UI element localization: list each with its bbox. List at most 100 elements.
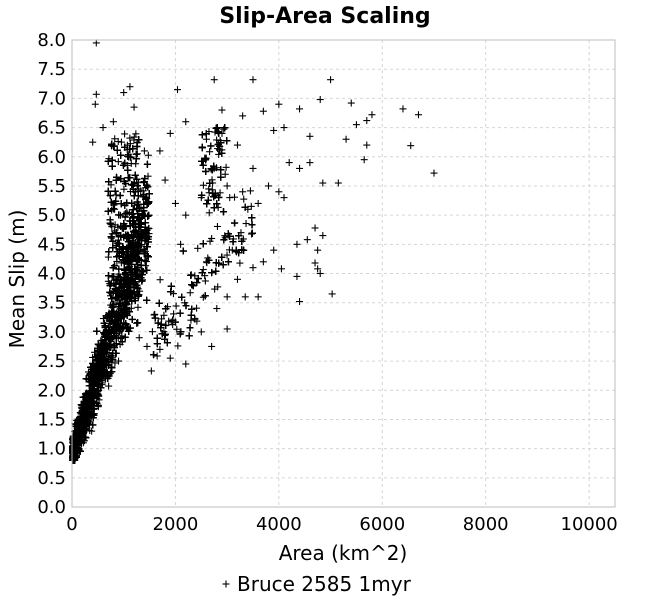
- data-points: [69, 39, 438, 464]
- data-point: [194, 244, 202, 252]
- data-point: [270, 126, 278, 134]
- data-point: [233, 275, 241, 283]
- data-point: [241, 293, 249, 301]
- data-point: [142, 258, 150, 266]
- data-point: [223, 325, 231, 333]
- data-point: [352, 121, 360, 129]
- data-point: [197, 328, 205, 336]
- data-point: [414, 111, 422, 119]
- chart-title: Slip-Area Scaling: [219, 4, 430, 29]
- data-point: [117, 138, 125, 146]
- data-point: [216, 189, 224, 197]
- data-point: [221, 170, 229, 178]
- data-point: [319, 232, 327, 240]
- data-point: [120, 185, 128, 193]
- data-point: [105, 382, 113, 390]
- data-point: [208, 342, 216, 350]
- data-point: [296, 164, 304, 172]
- data-point: [182, 211, 190, 219]
- data-point: [210, 76, 218, 84]
- data-point: [293, 240, 301, 248]
- data-point: [280, 194, 288, 202]
- data-point: [259, 258, 267, 266]
- data-point: [275, 188, 283, 196]
- data-point: [218, 106, 226, 114]
- data-point: [147, 367, 155, 375]
- data-point: [399, 105, 407, 113]
- data-point: [220, 125, 228, 133]
- data-point: [127, 160, 135, 168]
- data-point: [170, 310, 178, 318]
- data-point: [342, 135, 350, 143]
- data-point: [213, 305, 221, 313]
- data-point: [213, 222, 221, 230]
- data-point: [246, 187, 254, 195]
- data-point: [130, 103, 138, 111]
- data-point: [153, 352, 161, 360]
- data-point: [208, 176, 216, 184]
- data-point: [134, 303, 142, 311]
- data-point: [249, 164, 257, 172]
- data-point: [314, 265, 322, 273]
- data-point: [206, 148, 214, 156]
- data-point: [89, 138, 97, 146]
- data-point: [148, 328, 156, 336]
- data-point: [231, 193, 239, 201]
- data-point: [171, 199, 179, 207]
- data-point: [430, 169, 438, 177]
- data-point: [173, 86, 181, 94]
- data-point: [311, 224, 319, 232]
- data-point: [223, 251, 231, 259]
- data-point: [285, 159, 293, 167]
- data-point: [126, 134, 134, 142]
- data-point: [135, 334, 143, 342]
- data-point: [249, 264, 257, 272]
- data-point: [363, 117, 371, 125]
- data-point: [199, 293, 207, 301]
- data-point: [280, 124, 288, 132]
- data-point: [239, 112, 247, 120]
- data-point: [277, 265, 285, 273]
- data-point: [293, 272, 301, 280]
- data-point: [140, 147, 148, 155]
- data-point: [199, 181, 207, 189]
- data-point: [156, 345, 164, 353]
- data-point: [265, 182, 273, 190]
- data-point: [275, 100, 283, 108]
- data-point: [222, 163, 230, 171]
- data-point: [161, 176, 169, 184]
- data-point: [360, 156, 368, 164]
- data-point: [201, 277, 209, 285]
- data-point: [223, 182, 231, 190]
- data-point: [314, 246, 322, 254]
- data-point: [166, 129, 174, 137]
- data-point: [407, 142, 415, 150]
- data-point: [306, 132, 314, 140]
- data-point: [92, 90, 100, 98]
- data-point: [316, 96, 324, 104]
- data-point: [114, 158, 122, 166]
- data-point: [240, 195, 248, 203]
- data-point: [368, 111, 376, 119]
- data-point: [172, 302, 180, 310]
- data-point: [319, 179, 327, 187]
- data-point: [156, 147, 164, 155]
- data-point: [259, 107, 267, 115]
- data-point: [126, 83, 134, 91]
- data-point: [347, 99, 355, 107]
- data-point: [248, 230, 256, 238]
- data-point: [236, 259, 244, 267]
- grid: [71, 39, 615, 508]
- data-point: [143, 342, 151, 350]
- data-point: [160, 311, 168, 319]
- data-point: [296, 105, 304, 113]
- data-point: [120, 89, 128, 97]
- data-point: [242, 220, 250, 228]
- data-point: [205, 189, 213, 197]
- data-point: [91, 100, 99, 108]
- data-point: [215, 150, 223, 158]
- data-point: [156, 276, 164, 284]
- data-point: [112, 191, 120, 199]
- data-point: [306, 159, 314, 167]
- data-point: [121, 130, 129, 138]
